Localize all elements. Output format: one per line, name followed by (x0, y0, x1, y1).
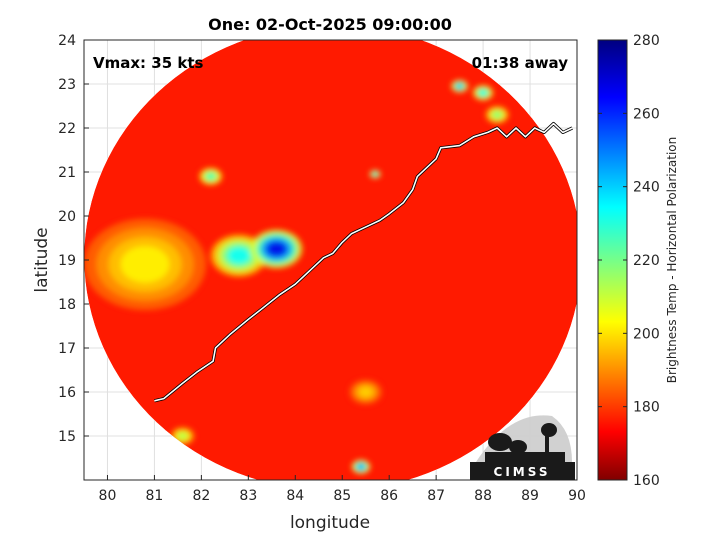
colorbar-tick-label: 180 (633, 400, 660, 416)
colorbar-tick-label: 200 (633, 326, 660, 342)
x-tick-label: 86 (380, 488, 398, 504)
tb-feature (266, 241, 287, 257)
tb-feature (492, 111, 502, 119)
x-tick-label: 81 (146, 488, 164, 504)
x-tick-label: 89 (521, 488, 539, 504)
colorbar-label: Brightness Temp - Horizontal Polarizatio… (665, 137, 679, 384)
x-tick-label: 84 (286, 488, 304, 504)
y-tick-label: 18 (58, 297, 76, 313)
colorbar-tick-label: 160 (633, 473, 660, 489)
colorbar-tick-label: 280 (633, 33, 660, 49)
colorbar (597, 39, 628, 481)
coastline-layer (154, 122, 573, 403)
y-tick-label: 21 (58, 165, 76, 181)
tb-feature (206, 172, 216, 180)
y-tick-label: 22 (58, 121, 76, 137)
cimss-logo: CIMSS (470, 415, 575, 480)
y-tick-label: 23 (58, 77, 76, 93)
coastline (154, 122, 573, 402)
x-tick-label: 83 (239, 488, 257, 504)
chart-title: One: 02-Oct-2025 09:00:00 (208, 15, 452, 34)
time-away-annotation: 01:38 away (472, 54, 569, 72)
x-tick-label: 88 (474, 488, 492, 504)
tb-feature (359, 387, 373, 397)
tb-feature (478, 89, 488, 96)
colorbar-ticks: 160 180 200 220 240 260 280 (598, 33, 660, 489)
colorbar-tick-label: 220 (633, 253, 660, 269)
y-tick-label: 17 (58, 341, 76, 357)
vmax-annotation: Vmax: 35 kts (93, 54, 203, 72)
y-tick-label: 20 (58, 209, 76, 225)
x-axis-label: longitude (290, 513, 370, 533)
x-axis-ticks: 80 81 82 83 84 85 86 87 88 89 90 (99, 475, 586, 504)
logo-text: CIMSS (494, 465, 551, 479)
tb-feature (120, 246, 170, 283)
tb-feature (357, 463, 365, 470)
y-tick-label: 19 (58, 253, 76, 269)
swath-layer (84, 40, 577, 480)
y-tick-label: 15 (58, 429, 76, 445)
tb-feature (372, 172, 378, 176)
x-tick-label: 82 (192, 488, 210, 504)
x-tick-label: 85 (333, 488, 351, 504)
x-tick-label: 87 (427, 488, 445, 504)
y-tick-label: 16 (58, 385, 76, 401)
colorbar-tick-label: 260 (633, 106, 660, 122)
x-tick-label: 90 (568, 488, 586, 504)
tb-feature (456, 83, 463, 89)
swath-background (84, 40, 577, 480)
colorbar-tick-label: 240 (633, 180, 660, 196)
y-tick-label: 24 (58, 33, 76, 49)
tb-feature (227, 247, 251, 265)
y-axis-ticks: 15 16 17 18 19 20 21 22 23 24 (58, 33, 89, 445)
tb-feature (177, 432, 188, 440)
y-axis-label: latitude (32, 227, 52, 292)
x-tick-label: 80 (99, 488, 117, 504)
